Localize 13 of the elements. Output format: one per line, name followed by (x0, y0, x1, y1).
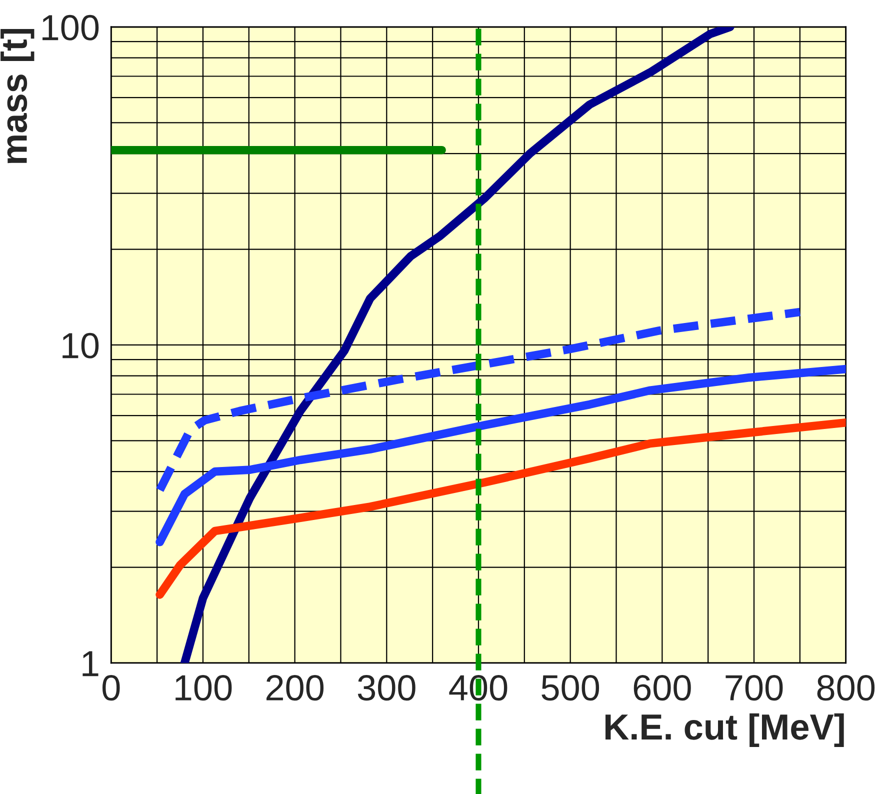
x-tick-label: 800 (817, 675, 875, 701)
y-tick-label: 100 (42, 14, 99, 40)
x-tick-label: 100 (176, 675, 232, 701)
x-tick-label: 500 (542, 675, 600, 701)
x-tick-label: 200 (266, 675, 324, 701)
x-tick-label: 0 (102, 675, 120, 701)
x-axis-title: K.E. cut [MeV] (606, 713, 844, 747)
y-tick-label: 10 (62, 332, 99, 358)
x-tick-label: 600 (634, 675, 691, 701)
y-tick-label: 1 (82, 651, 98, 676)
y-axis-title: mass [t] (0, 29, 34, 164)
x-tick-label: 300 (358, 675, 416, 701)
x-tick-label: 700 (726, 675, 783, 701)
